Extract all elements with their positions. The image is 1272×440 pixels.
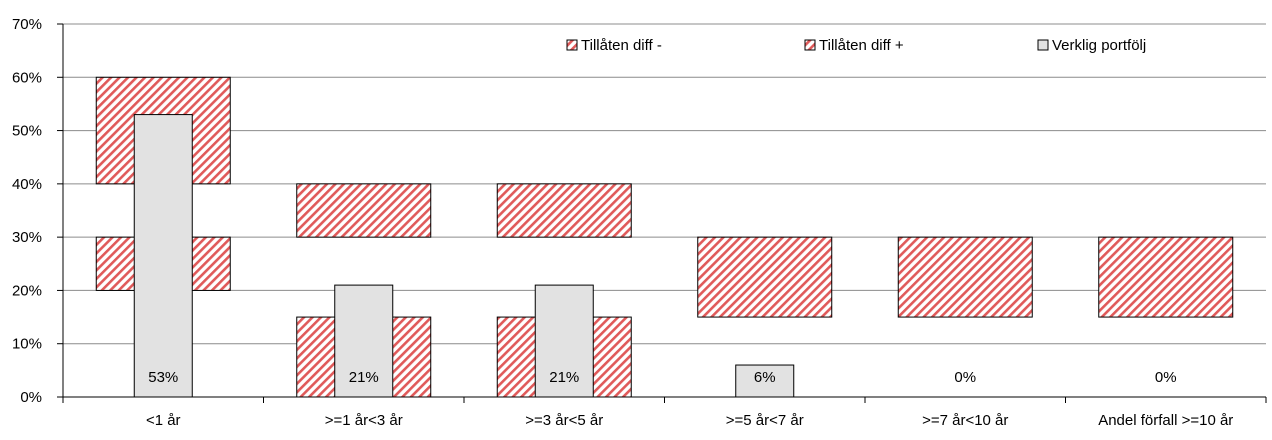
x-tick-label: Andel förfall >=10 år	[1098, 412, 1233, 429]
bar-allowed-plus	[698, 237, 832, 317]
x-tick-label: >=5 år<7 år	[726, 412, 804, 429]
x-tick-label: <1 år	[146, 412, 181, 429]
bar-allowed-plus	[497, 184, 631, 237]
x-tick-label: >=3 år<5 år	[525, 412, 603, 429]
legend: Tillåten diff - Tillåten diff + Verklig po…	[567, 37, 1146, 54]
y-tick-label: 60%	[12, 69, 42, 86]
bar-allowed-plus	[297, 184, 431, 237]
y-tick-label: 0%	[20, 389, 42, 406]
data-label: 53%	[148, 369, 178, 386]
y-tick-label: 70%	[12, 16, 42, 33]
data-label: 0%	[1155, 369, 1177, 386]
legend-label: Verklig portfölj	[1052, 37, 1146, 54]
y-tick-label: 40%	[12, 176, 42, 193]
data-label: 6%	[754, 369, 776, 386]
x-axis: <1 år >=1 år<3 år >=3 år<5 år >=5 år<7 år >=…	[63, 397, 1266, 429]
legend-swatch	[1038, 40, 1048, 50]
legend-label: Tillåten diff +	[819, 37, 904, 54]
y-tick-label: 20%	[12, 282, 42, 299]
data-label: 0%	[954, 369, 976, 386]
legend-swatch	[805, 40, 815, 50]
y-tick-label: 50%	[12, 123, 42, 140]
data-label: 21%	[349, 369, 379, 386]
y-axis: 0% 10% 20% 30% 40% 50% 60% 70%	[12, 16, 63, 406]
y-tick-label: 30%	[12, 229, 42, 246]
x-tick-label: >=7 år<10 år	[922, 412, 1008, 429]
bar-actual-portfolio	[134, 115, 192, 397]
x-tick-label: >=1 år<3 år	[325, 412, 403, 429]
gridlines	[63, 24, 1266, 344]
y-tick-label: 10%	[12, 336, 42, 353]
bar-allowed-plus	[1099, 237, 1233, 317]
legend-swatch	[567, 40, 577, 50]
legend-label: Tillåten diff -	[581, 37, 662, 54]
data-label: 21%	[549, 369, 579, 386]
bar-allowed-plus	[898, 237, 1032, 317]
